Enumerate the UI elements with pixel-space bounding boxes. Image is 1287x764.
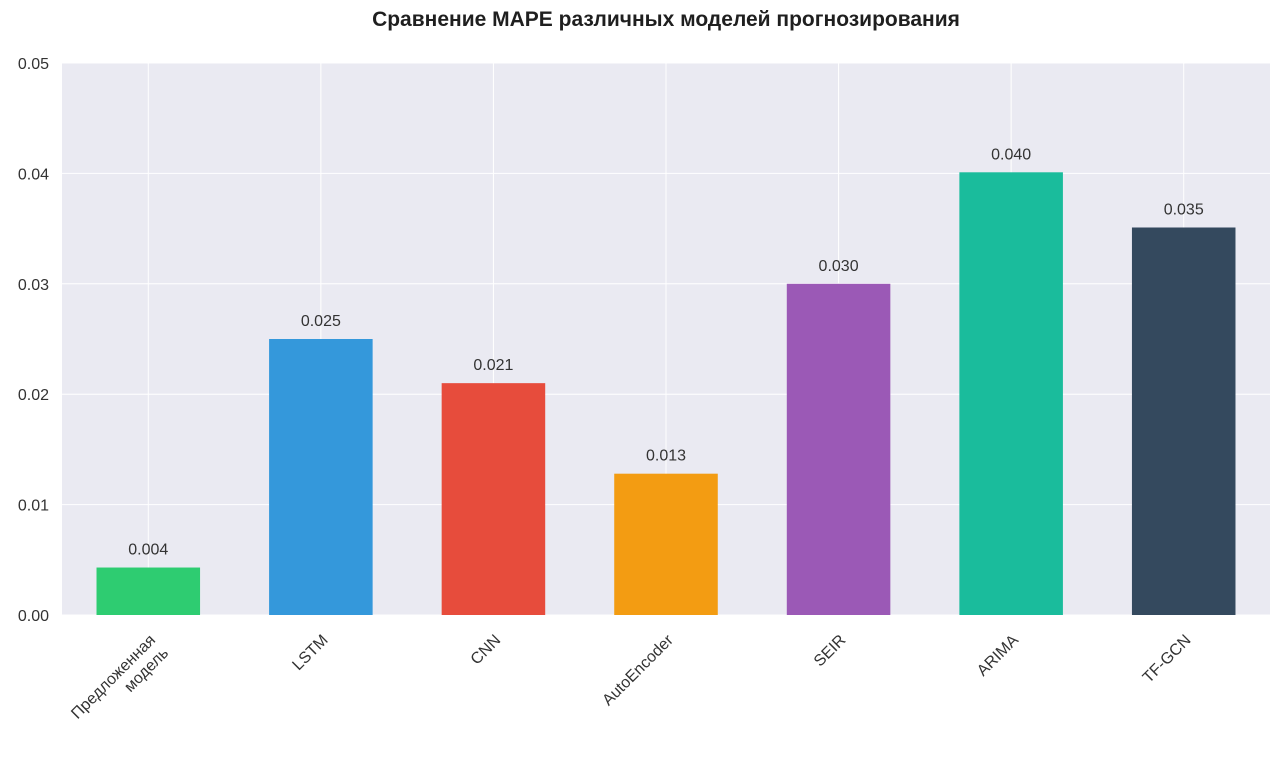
bar-value-label: 0.035 xyxy=(1164,201,1204,218)
x-tick-label: LSTM xyxy=(289,632,331,674)
chart-title: Сравнение MAPE различных моделей прогноз… xyxy=(372,8,960,31)
bar xyxy=(959,172,1063,615)
bar-value-label: 0.021 xyxy=(473,357,513,374)
x-tick-text: Предложеннаямодель xyxy=(68,632,172,736)
bar xyxy=(1131,227,1236,615)
x-tick-text: SEIR xyxy=(811,632,849,670)
x-axis-ticks: Предложеннаямодель LSTM CNN AutoEncoder SEIR… xyxy=(68,631,1195,736)
bars xyxy=(96,172,1236,615)
data-labels: 0.004 0.025 0.021 0.013 0.030 0.040 0.035 xyxy=(128,146,1204,558)
bar xyxy=(269,339,373,615)
bar-value-label: 0.040 xyxy=(991,146,1031,163)
x-tick-label: CNN xyxy=(468,632,505,669)
x-tick-label: ARIMA xyxy=(974,632,1022,680)
bar-value-label: 0.030 xyxy=(819,258,859,275)
y-tick-label: 0.02 xyxy=(18,387,49,404)
bar xyxy=(96,567,201,615)
x-tick-text: CNN xyxy=(468,632,505,669)
bar-value-label: 0.004 xyxy=(128,542,168,559)
x-tick-label: TF-GCN xyxy=(1140,632,1195,687)
x-tick-text: ARIMA xyxy=(974,632,1022,680)
x-tick-label: AutoEncoder xyxy=(599,631,677,709)
bar xyxy=(441,383,546,615)
bar-value-label: 0.013 xyxy=(646,448,686,465)
y-tick-label: 0.00 xyxy=(18,608,49,625)
y-tick-label: 0.05 xyxy=(18,56,49,73)
x-tick-label: SEIR xyxy=(811,632,849,670)
y-tick-label: 0.03 xyxy=(18,277,49,294)
x-tick-text: AutoEncoder xyxy=(599,631,677,709)
y-tick-label: 0.04 xyxy=(18,166,49,183)
x-tick-text: TF-GCN xyxy=(1140,632,1195,687)
bar-value-label: 0.025 xyxy=(301,313,341,330)
x-tick-text: LSTM xyxy=(289,632,331,674)
bar xyxy=(614,473,718,615)
bar xyxy=(786,283,891,615)
y-tick-label: 0.01 xyxy=(18,498,49,515)
x-tick-label: Предложеннаямодель xyxy=(68,632,172,736)
y-axis-ticks: 0.00 0.01 0.02 0.03 0.04 0.05 xyxy=(18,56,49,625)
